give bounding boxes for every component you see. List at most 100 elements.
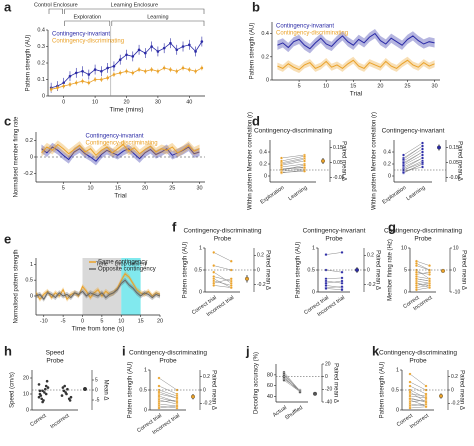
- y-tick-label: 80: [267, 372, 273, 378]
- pair-line: [325, 269, 343, 273]
- data-point: [175, 396, 179, 400]
- y-tick-label: 0.5: [139, 387, 147, 393]
- data-point: [428, 272, 431, 276]
- y-axis-label: Speed (cm/s): [10, 372, 16, 408]
- data-point: [421, 141, 424, 145]
- x-tick-label: 20: [123, 99, 129, 105]
- pair-line: [409, 389, 427, 399]
- y2-tick-label: 0: [95, 387, 98, 393]
- data-point: [421, 156, 424, 160]
- data-point: [340, 270, 344, 274]
- data-point: [39, 394, 43, 397]
- legend-entry: Contingency-discriminating: [52, 39, 124, 45]
- delta-point: [83, 387, 87, 391]
- x-axis-label: Time from tone (s): [72, 326, 125, 333]
- data-point: [137, 68, 141, 71]
- panel-letter: b: [252, 0, 260, 14]
- y2-tick-label: 0: [451, 387, 454, 393]
- pair-line: [158, 397, 178, 403]
- data-point: [46, 386, 50, 389]
- data-point: [212, 283, 216, 287]
- y2-tick-label: 0.15: [449, 145, 459, 151]
- data-point: [157, 384, 161, 388]
- data-point: [144, 69, 147, 73]
- error-band: [41, 142, 200, 166]
- y2-axis-label: Mean Δ: [102, 380, 108, 401]
- pair-line: [403, 142, 423, 156]
- y-tick-label: 0: [42, 93, 45, 99]
- x-tick-label: 5: [62, 185, 65, 191]
- data-point: [175, 400, 179, 404]
- data-point: [156, 50, 160, 53]
- x-tick-label: 15: [350, 83, 356, 89]
- data-point: [65, 392, 68, 396]
- pair-line: [213, 265, 232, 271]
- y2-tick-label: 0: [453, 267, 456, 273]
- chart-subtitle: Probe: [325, 236, 343, 243]
- data-point: [402, 157, 405, 161]
- y-tick-label: 20: [23, 375, 29, 381]
- x-tick-label: 0: [62, 99, 65, 105]
- data-point: [402, 153, 405, 157]
- series-line: [41, 143, 200, 157]
- chart-subtitle: Probe: [409, 358, 427, 365]
- y-tick-label: 0.2: [37, 60, 45, 66]
- data-point: [408, 406, 412, 410]
- data-point: [282, 378, 286, 382]
- y2-tick-label: 0.15: [333, 145, 343, 151]
- data-point: [200, 40, 204, 43]
- data-point: [402, 161, 405, 165]
- data-point: [162, 46, 166, 50]
- data-point: [61, 386, 65, 389]
- y-axis-label: Within pattern Member correlation (r): [248, 112, 254, 210]
- pair-line: [283, 377, 301, 393]
- data-point: [37, 395, 41, 399]
- data-point: [340, 288, 344, 292]
- x-tick-label: 25: [404, 83, 410, 89]
- y-tick-label: 0.4: [37, 27, 45, 33]
- data-point: [212, 270, 216, 274]
- pair-line: [416, 282, 430, 286]
- x-tick-label: 10: [92, 99, 98, 105]
- y2-tick-label: -0.05: [333, 175, 345, 181]
- pair-line: [213, 276, 232, 282]
- data-point: [421, 144, 424, 148]
- data-point: [118, 71, 122, 75]
- pair-line: [409, 381, 427, 391]
- data-point: [40, 397, 43, 401]
- y-tick-label: 0: [266, 77, 269, 83]
- chart-title: Contingency-discriminating: [129, 350, 207, 357]
- y2-tick-label: -5: [95, 397, 100, 403]
- data-point: [415, 261, 418, 265]
- bracket-label: Exploration: [73, 14, 101, 20]
- pair-line: [403, 163, 423, 173]
- pair-line: [409, 391, 427, 403]
- chart-title: Contingency-discriminating: [183, 228, 261, 235]
- data-point: [169, 41, 172, 45]
- pair-line: [416, 269, 430, 280]
- data-point: [415, 277, 418, 281]
- chart-subtitle: Probe: [414, 236, 432, 243]
- y2-tick-label: -10: [453, 289, 460, 295]
- y-tick-label: 0: [26, 407, 29, 413]
- delta-point: [321, 159, 325, 163]
- data-point: [45, 379, 49, 383]
- y2-tick-label: -0.2: [451, 401, 460, 407]
- pair-line: [403, 154, 423, 166]
- pair-line: [403, 157, 423, 170]
- data-point: [100, 78, 103, 81]
- pair-line: [281, 169, 305, 174]
- y2-axis-label: Paired mean Δ: [458, 370, 464, 410]
- pair-line: [325, 286, 343, 288]
- y-tick-label: 0: [30, 293, 33, 299]
- pair-line: [281, 157, 305, 164]
- chart-title: Contingency-invariant: [303, 228, 366, 235]
- pair-line: [283, 375, 301, 392]
- data-point: [106, 66, 109, 70]
- data-point: [424, 405, 428, 409]
- y-tick-label: 1: [144, 367, 147, 373]
- y-tick-label: 0.2: [383, 161, 391, 167]
- y-tick-label: 0.4: [383, 149, 391, 155]
- data-point: [303, 166, 306, 170]
- y-axis-label: Pattern strength (AU): [128, 362, 134, 419]
